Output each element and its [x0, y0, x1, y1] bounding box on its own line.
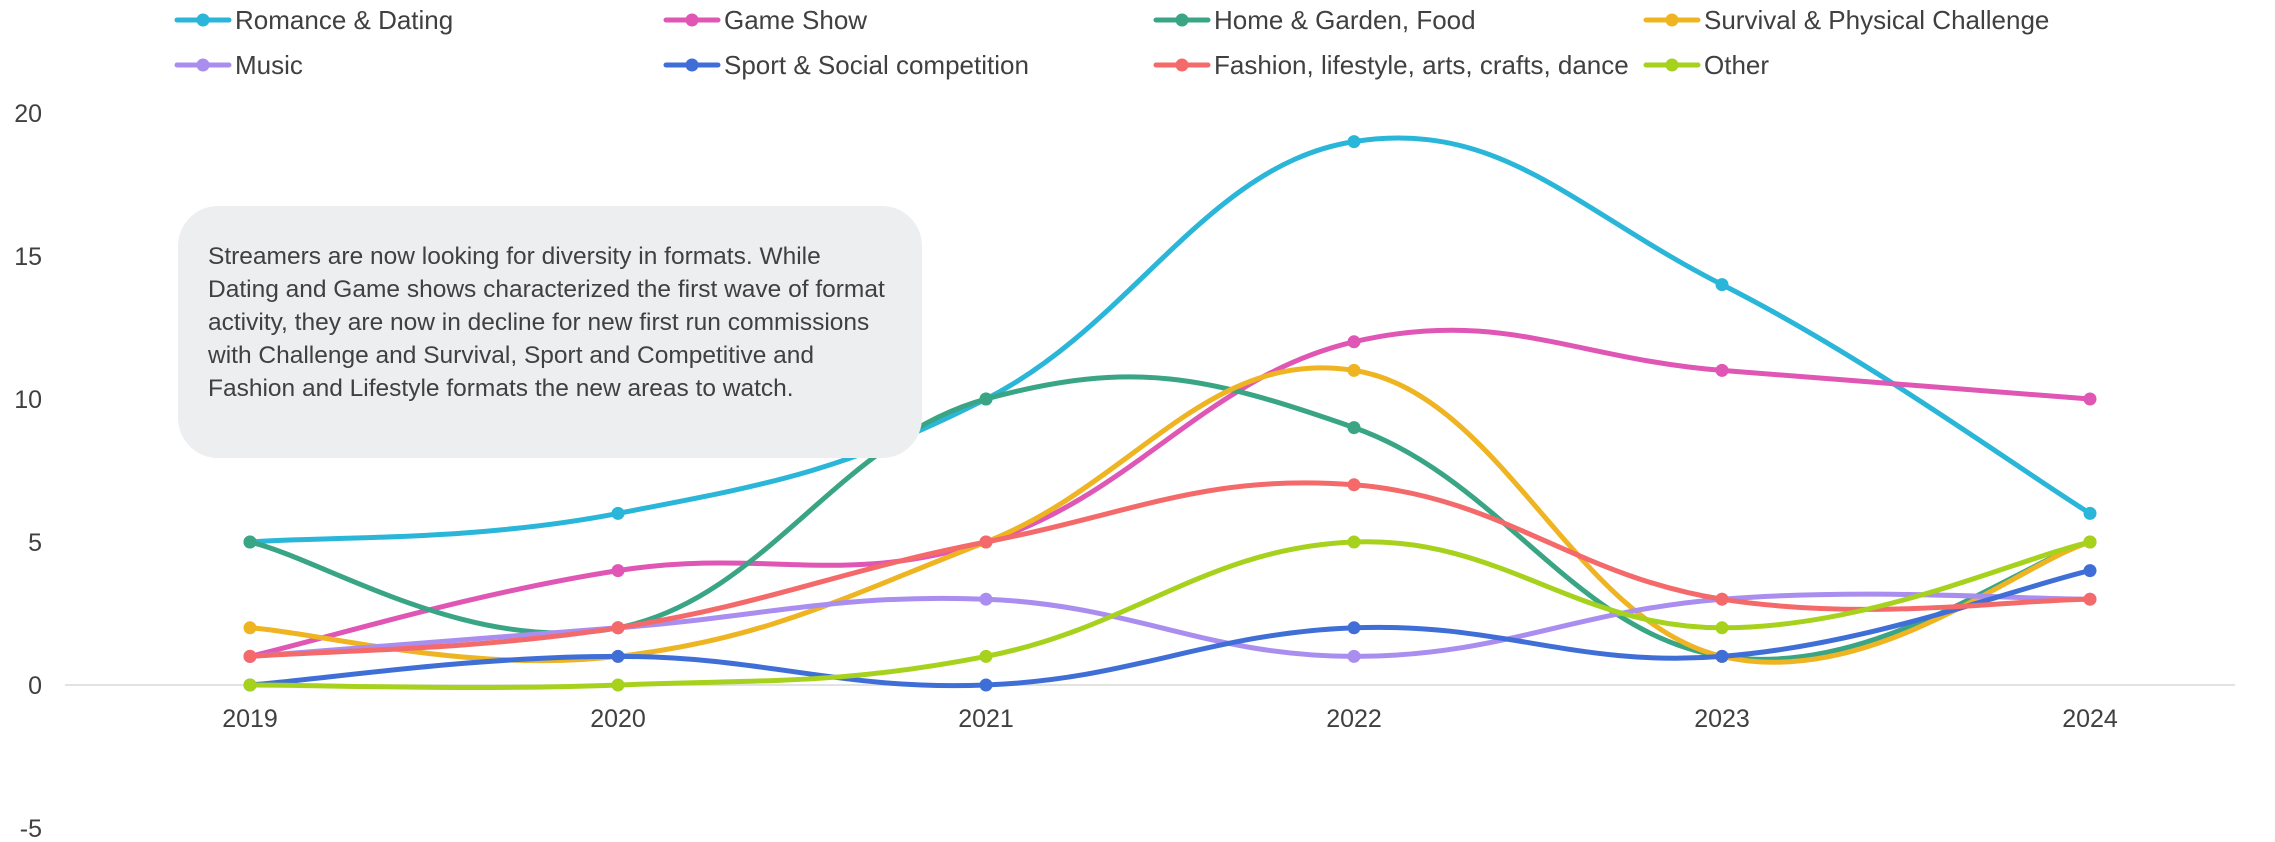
series-line	[247, 568, 2093, 689]
data-point	[2083, 592, 2097, 606]
data-point	[1347, 478, 1361, 492]
legend-swatch-marker	[685, 58, 699, 72]
legend-swatch-marker	[196, 13, 210, 27]
y-tick-label: 15	[14, 243, 42, 271]
series-group	[243, 135, 2097, 692]
legend-item: Game Show	[663, 5, 867, 35]
y-tick-label: 0	[28, 672, 42, 700]
data-point	[243, 678, 257, 692]
legend-swatch-marker	[1665, 13, 1679, 27]
chart-legend: Romance & Dating Game Show Home & Garden, …	[174, 5, 2049, 80]
x-tick-label: 2020	[590, 705, 646, 733]
data-point	[979, 392, 993, 406]
series-line	[247, 480, 2093, 659]
x-tick-label: 2023	[1694, 705, 1750, 733]
series-line	[247, 591, 2093, 659]
data-point	[243, 621, 257, 635]
data-point	[2083, 506, 2097, 520]
legend-label: Game Show	[724, 5, 867, 35]
legend-item: Other	[1643, 50, 1769, 80]
data-point	[611, 678, 625, 692]
series-fashion-lifestyle-arts-crafts-dance	[243, 478, 2097, 663]
data-point	[2083, 535, 2097, 549]
data-point	[1347, 363, 1361, 377]
legend-label: Other	[1704, 50, 1769, 80]
legend-label: Fashion, lifestyle, arts, crafts, dance	[1214, 50, 1629, 80]
legend-label: Survival & Physical Challenge	[1704, 5, 2049, 35]
data-point	[1715, 649, 1729, 663]
data-point	[1347, 649, 1361, 663]
data-point	[1347, 135, 1361, 149]
data-point	[979, 535, 993, 549]
y-axis: -5 0 5 10 15 20	[14, 100, 42, 842]
series-other	[243, 535, 2097, 692]
annotation-box: Streamers are now looking for diversity …	[178, 206, 922, 458]
data-point	[1715, 621, 1729, 635]
x-tick-label: 2024	[2062, 705, 2118, 733]
y-tick-label: -5	[20, 815, 42, 842]
legend-item: Survival & Physical Challenge	[1643, 5, 2049, 35]
legend-swatch-marker	[1175, 13, 1189, 27]
legend-label: Romance & Dating	[235, 5, 453, 35]
x-tick-label: 2022	[1326, 705, 1382, 733]
annotation-text: Streamers are now looking for diversity …	[208, 243, 885, 402]
legend-item: Fashion, lifestyle, arts, crafts, dance	[1153, 50, 1629, 80]
legend-swatch-marker	[1665, 58, 1679, 72]
data-point	[1715, 278, 1729, 292]
data-point	[979, 678, 993, 692]
data-point	[1347, 535, 1361, 549]
data-point	[979, 592, 993, 606]
data-point	[1715, 363, 1729, 377]
data-point	[243, 535, 257, 549]
data-point	[2083, 564, 2097, 578]
legend-item: Home & Garden, Food	[1153, 5, 1476, 35]
legend-swatch-marker	[685, 13, 699, 27]
legend-item: Music	[174, 50, 303, 80]
data-point	[243, 649, 257, 663]
y-tick-label: 5	[28, 529, 42, 557]
legend-label: Sport & Social competition	[724, 50, 1029, 80]
data-point	[1347, 421, 1361, 435]
series-line	[247, 327, 2093, 659]
y-tick-label: 10	[14, 386, 42, 414]
legend-swatch-marker	[1175, 58, 1189, 72]
data-point	[2083, 392, 2097, 406]
data-point	[611, 649, 625, 663]
legend-item: Romance & Dating	[174, 5, 453, 35]
legend-label: Home & Garden, Food	[1214, 5, 1476, 35]
data-point	[979, 649, 993, 663]
data-point	[1347, 335, 1361, 349]
data-point	[1347, 621, 1361, 635]
data-point	[1715, 592, 1729, 606]
x-axis: 2019 2020 2021 2022 2023 2024	[222, 705, 2118, 733]
legend-label: Music	[235, 50, 303, 80]
series-sport-social-competition	[243, 564, 2097, 692]
x-tick-label: 2021	[958, 705, 1014, 733]
data-point	[611, 506, 625, 520]
legend-item: Sport & Social competition	[663, 50, 1029, 80]
y-tick-label: 20	[14, 100, 42, 128]
series-line	[247, 135, 2093, 545]
legend-swatch-marker	[196, 58, 210, 72]
x-tick-label: 2019	[222, 705, 278, 733]
data-point	[611, 564, 625, 578]
data-point	[611, 621, 625, 635]
series-line	[247, 539, 2093, 691]
